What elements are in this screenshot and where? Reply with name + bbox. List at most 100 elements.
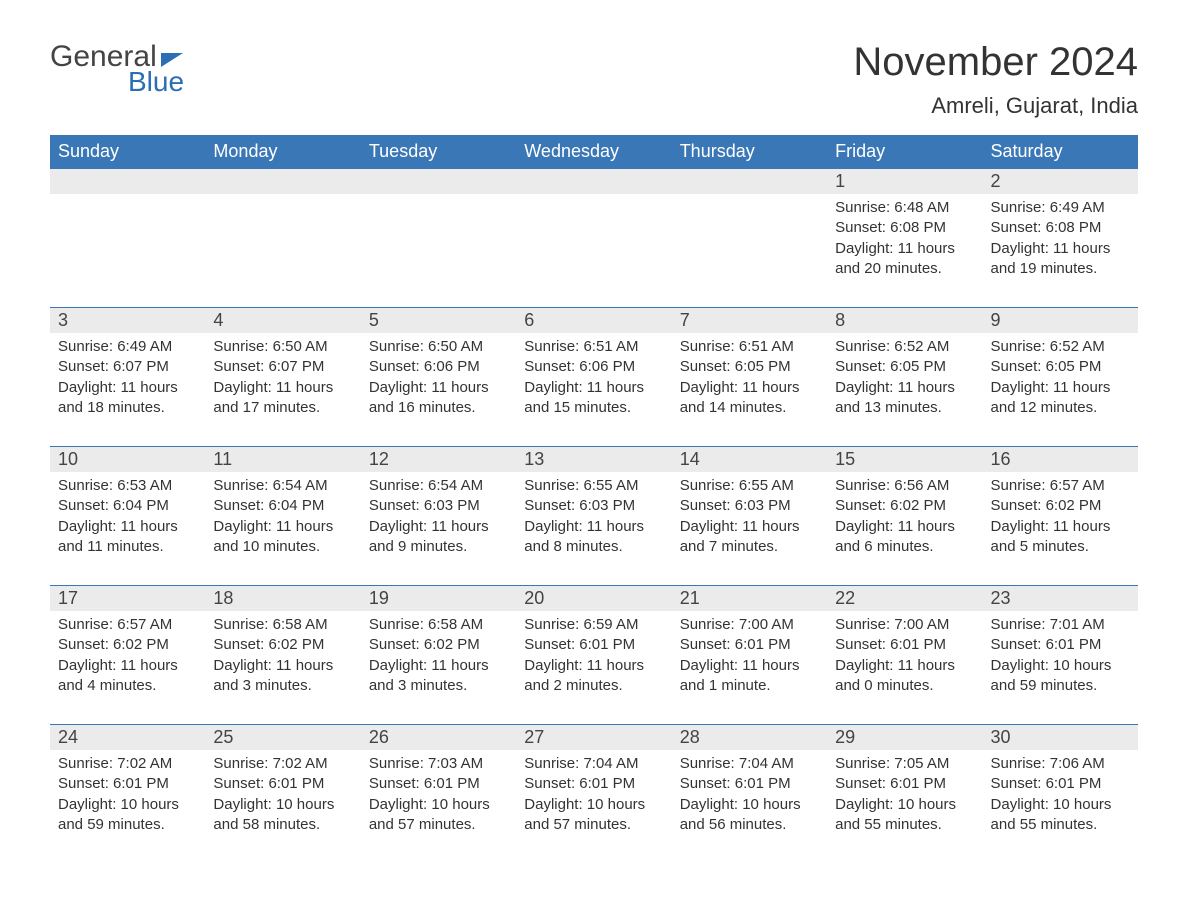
day-detail-line: Sunset: 6:01 PM	[58, 774, 197, 794]
day-number: 29	[827, 725, 982, 750]
day-detail-line: Daylight: 11 hours	[213, 378, 352, 398]
day-number: 19	[361, 586, 516, 611]
day-detail-row: Sunrise: 7:02 AMSunset: 6:01 PMDaylight:…	[50, 750, 1138, 835]
day-detail-line: Sunrise: 6:57 AM	[991, 476, 1130, 496]
day-detail-row: Sunrise: 6:49 AMSunset: 6:07 PMDaylight:…	[50, 333, 1138, 418]
day-detail-line: Sunrise: 7:03 AM	[369, 754, 508, 774]
day-number: 11	[205, 447, 360, 472]
day-detail-line: Sunset: 6:07 PM	[58, 357, 197, 377]
day-detail	[361, 194, 516, 279]
day-number-row: 3456789	[50, 307, 1138, 333]
day-detail-line: Daylight: 11 hours	[369, 378, 508, 398]
day-number-row: 12	[50, 168, 1138, 194]
day-number	[672, 169, 827, 194]
day-detail-line: and 17 minutes.	[213, 398, 352, 418]
day-number: 27	[516, 725, 671, 750]
day-detail-line: and 3 minutes.	[369, 676, 508, 696]
day-detail-line: Sunset: 6:04 PM	[213, 496, 352, 516]
day-number-row: 24252627282930	[50, 724, 1138, 750]
day-detail-line: Sunrise: 6:51 AM	[680, 337, 819, 357]
day-detail-line: Sunset: 6:02 PM	[369, 635, 508, 655]
day-number: 22	[827, 586, 982, 611]
day-detail-line: Sunset: 6:05 PM	[680, 357, 819, 377]
day-detail-line: Sunrise: 7:02 AM	[213, 754, 352, 774]
day-detail-line: Daylight: 11 hours	[213, 517, 352, 537]
day-detail-line: and 12 minutes.	[991, 398, 1130, 418]
day-detail-line: and 55 minutes.	[835, 815, 974, 835]
day-detail: Sunrise: 7:03 AMSunset: 6:01 PMDaylight:…	[361, 750, 516, 835]
day-detail-line: Daylight: 11 hours	[835, 378, 974, 398]
day-detail-line: Sunrise: 6:53 AM	[58, 476, 197, 496]
day-detail: Sunrise: 7:00 AMSunset: 6:01 PMDaylight:…	[827, 611, 982, 696]
day-detail-line: Sunrise: 6:50 AM	[369, 337, 508, 357]
day-detail-line: Sunset: 6:01 PM	[213, 774, 352, 794]
day-detail-line: Sunset: 6:01 PM	[680, 635, 819, 655]
day-detail-line: Sunrise: 6:56 AM	[835, 476, 974, 496]
day-detail-line: and 15 minutes.	[524, 398, 663, 418]
day-detail-line: Sunrise: 6:52 AM	[991, 337, 1130, 357]
day-detail-line: Daylight: 11 hours	[369, 517, 508, 537]
day-detail: Sunrise: 6:50 AMSunset: 6:06 PMDaylight:…	[361, 333, 516, 418]
day-detail: Sunrise: 6:52 AMSunset: 6:05 PMDaylight:…	[827, 333, 982, 418]
day-detail-row: Sunrise: 6:48 AMSunset: 6:08 PMDaylight:…	[50, 194, 1138, 279]
day-detail: Sunrise: 6:58 AMSunset: 6:02 PMDaylight:…	[361, 611, 516, 696]
day-detail-line: Daylight: 10 hours	[991, 656, 1130, 676]
day-number: 7	[672, 308, 827, 333]
day-detail-line: and 16 minutes.	[369, 398, 508, 418]
dow-cell: Monday	[205, 135, 360, 168]
day-number: 24	[50, 725, 205, 750]
day-detail-line: Sunrise: 6:51 AM	[524, 337, 663, 357]
day-detail-line: and 56 minutes.	[680, 815, 819, 835]
day-detail-line: and 13 minutes.	[835, 398, 974, 418]
day-number	[516, 169, 671, 194]
day-detail-line: Sunrise: 6:58 AM	[213, 615, 352, 635]
calendar: SundayMondayTuesdayWednesdayThursdayFrid…	[50, 135, 1138, 835]
day-detail: Sunrise: 7:06 AMSunset: 6:01 PMDaylight:…	[983, 750, 1138, 835]
day-detail-line: Sunset: 6:05 PM	[835, 357, 974, 377]
day-detail-line: Sunrise: 6:50 AM	[213, 337, 352, 357]
day-detail-line: Sunrise: 6:49 AM	[991, 198, 1130, 218]
day-number-row: 17181920212223	[50, 585, 1138, 611]
day-number: 28	[672, 725, 827, 750]
day-detail-line: and 2 minutes.	[524, 676, 663, 696]
day-number: 16	[983, 447, 1138, 472]
day-detail-line: and 14 minutes.	[680, 398, 819, 418]
day-detail-line: and 8 minutes.	[524, 537, 663, 557]
day-detail: Sunrise: 6:54 AMSunset: 6:03 PMDaylight:…	[361, 472, 516, 557]
day-detail: Sunrise: 7:04 AMSunset: 6:01 PMDaylight:…	[516, 750, 671, 835]
day-detail-line: Daylight: 10 hours	[58, 795, 197, 815]
day-number: 2	[983, 169, 1138, 194]
day-detail-line: and 1 minute.	[680, 676, 819, 696]
day-detail-line: Daylight: 11 hours	[213, 656, 352, 676]
day-detail: Sunrise: 6:58 AMSunset: 6:02 PMDaylight:…	[205, 611, 360, 696]
day-detail: Sunrise: 6:57 AMSunset: 6:02 PMDaylight:…	[983, 472, 1138, 557]
day-detail-line: Sunrise: 7:04 AM	[680, 754, 819, 774]
dow-cell: Friday	[827, 135, 982, 168]
day-detail-line: Daylight: 10 hours	[991, 795, 1130, 815]
day-detail-line: and 10 minutes.	[213, 537, 352, 557]
day-number: 14	[672, 447, 827, 472]
day-number: 5	[361, 308, 516, 333]
day-number: 6	[516, 308, 671, 333]
day-number: 12	[361, 447, 516, 472]
day-detail-line: Sunset: 6:01 PM	[680, 774, 819, 794]
day-detail-line: Sunrise: 6:59 AM	[524, 615, 663, 635]
header: General Blue November 2024 Amreli, Gujar…	[50, 40, 1138, 125]
day-detail-line: Daylight: 11 hours	[680, 378, 819, 398]
day-detail-line: Daylight: 11 hours	[680, 517, 819, 537]
day-detail-line: Sunrise: 7:01 AM	[991, 615, 1130, 635]
day-detail: Sunrise: 6:49 AMSunset: 6:07 PMDaylight:…	[50, 333, 205, 418]
day-detail-line: Daylight: 10 hours	[369, 795, 508, 815]
day-detail-line: Sunrise: 6:52 AM	[835, 337, 974, 357]
day-number: 21	[672, 586, 827, 611]
day-number: 13	[516, 447, 671, 472]
day-detail-line: Sunset: 6:02 PM	[213, 635, 352, 655]
day-detail-line: Daylight: 10 hours	[524, 795, 663, 815]
day-detail: Sunrise: 7:00 AMSunset: 6:01 PMDaylight:…	[672, 611, 827, 696]
day-detail-line: Daylight: 11 hours	[835, 656, 974, 676]
day-detail-line: Sunset: 6:08 PM	[991, 218, 1130, 238]
day-detail-line: Daylight: 11 hours	[58, 656, 197, 676]
day-detail-line: Daylight: 11 hours	[369, 656, 508, 676]
day-number: 3	[50, 308, 205, 333]
day-number: 20	[516, 586, 671, 611]
